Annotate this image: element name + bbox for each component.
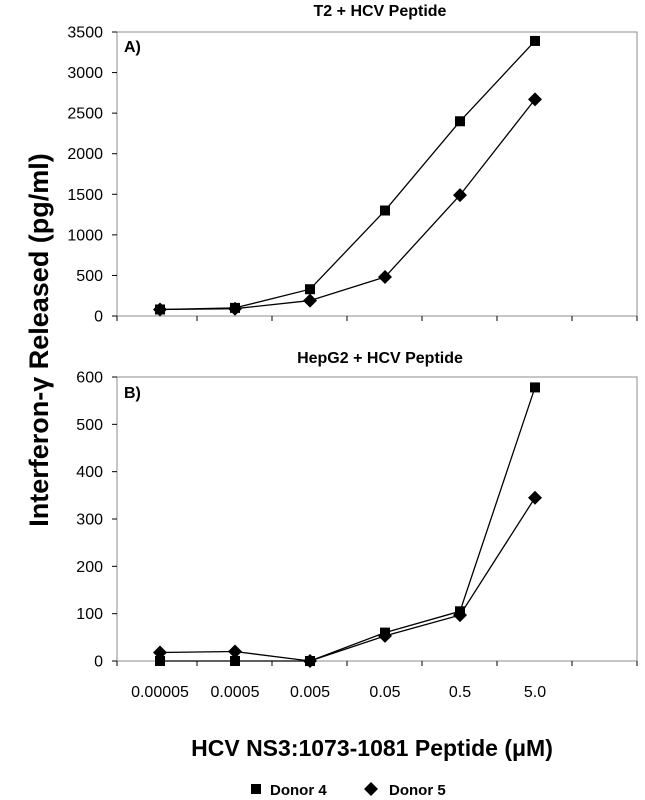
x-axis-label: HCV NS3:1073-1081 Peptide (μM) bbox=[191, 735, 553, 761]
x-tick-label: 5.0 bbox=[524, 684, 546, 701]
panel-b-donor-5-point bbox=[153, 645, 167, 660]
panel-b-series bbox=[153, 382, 542, 668]
x-tick-label: 0.05 bbox=[369, 684, 400, 701]
y-tick-label: 500 bbox=[76, 417, 103, 434]
panel-b-donor-4-line bbox=[160, 387, 536, 662]
panel-a-series bbox=[153, 35, 542, 317]
panel-a-donor-4-line bbox=[159, 40, 536, 311]
panel-b-donor-4-point bbox=[230, 656, 240, 666]
panel-a-donor-5-point bbox=[153, 302, 167, 317]
panel-a-plot-frame bbox=[116, 31, 638, 317]
y-tick-label: 0 bbox=[94, 309, 103, 326]
x-tick-label: 0.0005 bbox=[211, 684, 260, 701]
y-tick-label: 400 bbox=[76, 464, 103, 481]
panel-a-donor-5-point bbox=[378, 270, 392, 285]
y-tick-label: 300 bbox=[76, 512, 103, 529]
panel-b-donor-5-point bbox=[303, 654, 317, 668]
legend-donor-5-label: Donor 5 bbox=[389, 782, 446, 799]
panel-b: HepG2 + HCV Peptide B) 0 100 200 300 400 500 6… bbox=[76, 350, 638, 701]
y-tick-label: 3000 bbox=[67, 65, 103, 82]
panel-a-label: A) bbox=[124, 39, 141, 56]
panel-b-donor-5-point bbox=[378, 628, 392, 643]
panel-b-donor-5-point bbox=[528, 490, 542, 505]
panel-b-x-axis bbox=[116, 661, 638, 666]
panel-a-donor-5-point bbox=[453, 188, 467, 203]
panel-b-donor-5-line bbox=[159, 497, 536, 662]
panel-b-plot-frame bbox=[116, 376, 638, 662]
x-tick-label: 0.00005 bbox=[131, 684, 189, 701]
y-axis-label: Interferon-γ Released (pg/ml) bbox=[24, 153, 54, 527]
panel-a-donor-5-point bbox=[303, 293, 317, 308]
y-tick-label: 2000 bbox=[67, 146, 103, 163]
panel-a-y-axis: 0 500 1000 1500 2000 2500 3000 3500 bbox=[67, 25, 117, 326]
y-tick-label: 200 bbox=[76, 559, 103, 576]
panel-a-donor-5-point bbox=[528, 92, 542, 107]
legend-donor-4-label: Donor 4 bbox=[270, 782, 327, 799]
panel-b-label: B) bbox=[124, 385, 141, 402]
y-tick-label: 3500 bbox=[67, 25, 103, 42]
y-tick-label: 1500 bbox=[67, 187, 103, 204]
x-tick-label: 0.005 bbox=[290, 684, 330, 701]
legend: Donor 4 Donor 5 bbox=[251, 782, 446, 799]
legend-donor-4-marker bbox=[251, 784, 261, 794]
y-tick-label: 100 bbox=[76, 606, 103, 623]
panel-b-donor-5-point bbox=[228, 644, 242, 659]
panel-a-donor-4-point bbox=[305, 284, 315, 295]
y-tick-label: 2500 bbox=[67, 106, 103, 123]
panel-a-donor-5-line bbox=[159, 98, 536, 311]
y-tick-label: 0 bbox=[94, 654, 103, 671]
x-tick-labels: 0.00005 0.0005 0.005 0.05 0.5 5.0 bbox=[131, 684, 546, 701]
panel-a-donor-4-point bbox=[455, 116, 465, 127]
panel-a-title: T2 + HCV Peptide bbox=[314, 3, 447, 20]
panel-b-title: HepG2 + HCV Peptide bbox=[297, 350, 463, 367]
panel-a-donor-4-point bbox=[530, 35, 540, 46]
panel-a-donor-4-point bbox=[380, 205, 390, 216]
panel-b-donor-5-point bbox=[453, 608, 467, 623]
y-tick-label: 600 bbox=[76, 370, 103, 387]
legend-donor-5-marker bbox=[364, 782, 378, 796]
y-tick-label: 500 bbox=[76, 268, 103, 285]
panel-b-y-axis: 0 100 200 300 400 500 600 bbox=[76, 370, 117, 671]
panel-a: T2 + HCV Peptide A) 0 500 1000 1500 2000 2500… bbox=[67, 3, 638, 326]
panel-a-donor-5-point bbox=[228, 301, 242, 316]
y-tick-label: 1000 bbox=[67, 227, 103, 244]
panel-b-donor-4-point bbox=[155, 656, 165, 666]
x-tick-label: 0.5 bbox=[449, 684, 471, 701]
panel-a-x-axis bbox=[116, 316, 638, 321]
panel-b-donor-4-point bbox=[530, 382, 540, 393]
